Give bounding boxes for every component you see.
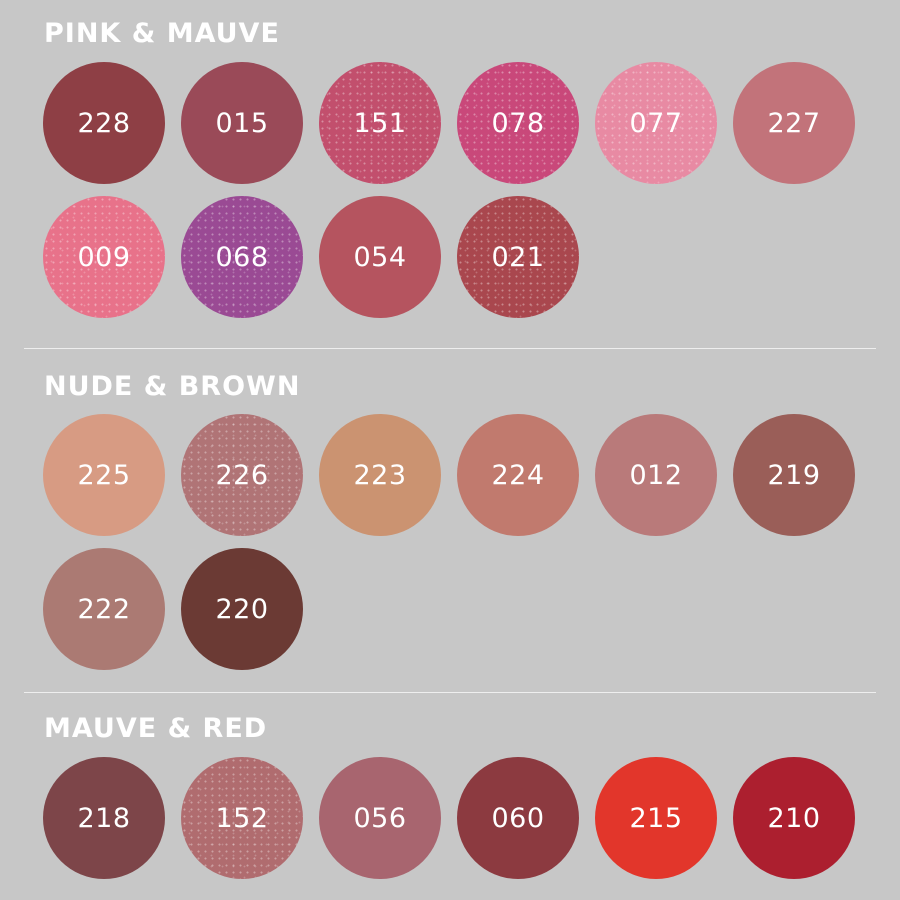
swatch-grid: 228 015 151 078 077 227 009 068 054 021: [43, 62, 873, 318]
shade-code-label: 056: [353, 802, 407, 834]
shade-code-label: 152: [215, 802, 269, 834]
shade-swatch-218[interactable]: 218: [43, 757, 165, 879]
shade-swatch-068[interactable]: 068: [181, 196, 303, 318]
shade-swatch-224[interactable]: 224: [457, 414, 579, 536]
shade-swatch-077[interactable]: 077: [595, 62, 717, 184]
shade-code-label: 219: [767, 459, 821, 491]
shade-swatch-078[interactable]: 078: [457, 62, 579, 184]
shade-swatch-012[interactable]: 012: [595, 414, 717, 536]
shade-swatch-021[interactable]: 021: [457, 196, 579, 318]
shade-swatch-227[interactable]: 227: [733, 62, 855, 184]
shade-code-label: 060: [491, 802, 545, 834]
shade-swatch-009[interactable]: 009: [43, 196, 165, 318]
shade-code-label: 210: [767, 802, 821, 834]
shade-swatch-222[interactable]: 222: [43, 548, 165, 670]
shade-code-label: 077: [629, 107, 683, 139]
shade-code-label: 222: [77, 593, 131, 625]
shade-swatch-220[interactable]: 220: [181, 548, 303, 670]
shade-swatch-223[interactable]: 223: [319, 414, 441, 536]
section-title: PINK & MAUVE: [44, 18, 280, 49]
shade-code-label: 223: [353, 459, 407, 491]
shade-swatch-219[interactable]: 219: [733, 414, 855, 536]
shade-swatch-054[interactable]: 054: [319, 196, 441, 318]
shade-code-label: 021: [491, 241, 545, 273]
shade-code-label: 078: [491, 107, 545, 139]
shade-code-label: 151: [353, 107, 407, 139]
swatch-grid: 225 226 223 224 012 219 222 220: [43, 414, 873, 670]
section-title: MAUVE & RED: [44, 713, 268, 744]
shade-code-label: 054: [353, 241, 407, 273]
section-mauve-red: MAUVE & RED 218 152 056 060 215 210: [0, 694, 900, 900]
shade-swatch-151[interactable]: 151: [319, 62, 441, 184]
shade-code-label: 009: [77, 241, 131, 273]
section-title: NUDE & BROWN: [44, 371, 301, 402]
section-divider: [24, 692, 876, 693]
shade-swatch-015[interactable]: 015: [181, 62, 303, 184]
shade-code-label: 220: [215, 593, 269, 625]
shade-code-label: 068: [215, 241, 269, 273]
section-nude-brown: NUDE & BROWN 225 226 223 224 012 219 222 220: [0, 350, 900, 692]
section-divider: [24, 348, 876, 349]
shade-swatch-056[interactable]: 056: [319, 757, 441, 879]
shade-code-label: 015: [215, 107, 269, 139]
shade-code-label: 227: [767, 107, 821, 139]
shade-swatch-228[interactable]: 228: [43, 62, 165, 184]
shade-code-label: 225: [77, 459, 131, 491]
shade-swatch-060[interactable]: 060: [457, 757, 579, 879]
shade-code-label: 228: [77, 107, 131, 139]
shade-swatch-225[interactable]: 225: [43, 414, 165, 536]
shade-code-label: 226: [215, 459, 269, 491]
shade-swatch-215[interactable]: 215: [595, 757, 717, 879]
shade-swatch-152[interactable]: 152: [181, 757, 303, 879]
shade-code-label: 215: [629, 802, 683, 834]
section-pink-mauve: PINK & MAUVE 228 015 151 078 077 227 009 068 054…: [0, 0, 900, 350]
shade-code-label: 218: [77, 802, 131, 834]
shade-code-label: 224: [491, 459, 545, 491]
shade-swatch-210[interactable]: 210: [733, 757, 855, 879]
shade-swatch-226[interactable]: 226: [181, 414, 303, 536]
swatch-grid: 218 152 056 060 215 210: [43, 757, 873, 879]
shade-code-label: 012: [629, 459, 683, 491]
